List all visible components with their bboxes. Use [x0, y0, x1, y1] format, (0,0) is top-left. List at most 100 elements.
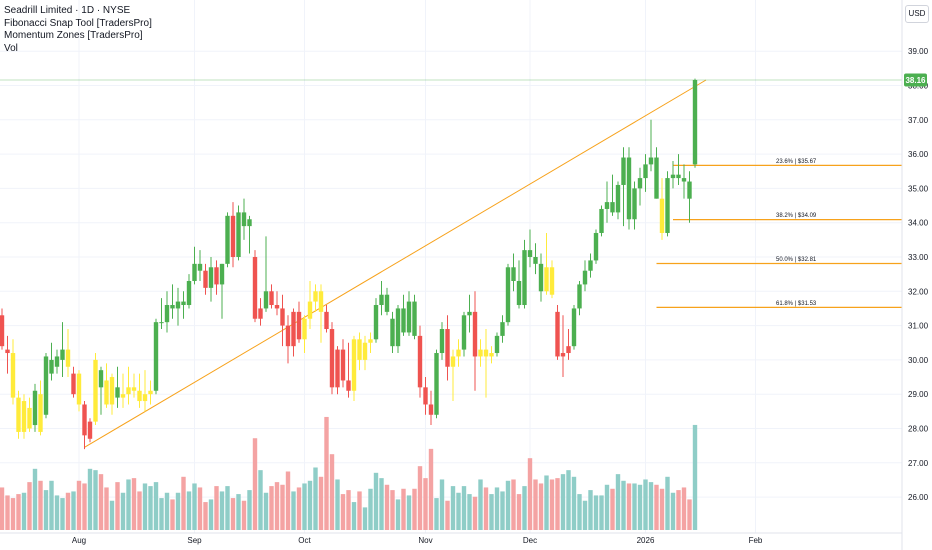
- price-tick-label: 34.00: [908, 219, 929, 228]
- candle-body: [494, 335, 500, 354]
- volume-bar: [98, 474, 104, 530]
- volume-bar: [219, 491, 225, 530]
- volume-bar: [76, 480, 82, 530]
- candle: [346, 342, 351, 398]
- last-price-badge-text: 38.16: [905, 76, 926, 85]
- volume-bar: [676, 490, 681, 530]
- volume-bar: [175, 492, 181, 530]
- candle-body: [280, 308, 285, 326]
- candle-body: [659, 198, 665, 233]
- candle-body: [219, 263, 225, 285]
- volume-bar: [434, 498, 439, 530]
- candle-body: [241, 212, 247, 227]
- axes: [0, 0, 903, 550]
- volume-bar: [692, 424, 698, 530]
- candle: [533, 243, 538, 275]
- volume-bar: [670, 492, 676, 530]
- candle: [494, 332, 500, 357]
- candle: [439, 322, 445, 360]
- volume-bar: [109, 500, 115, 530]
- volume-bar: [373, 472, 379, 530]
- candle: [109, 373, 115, 415]
- candle: [566, 329, 571, 360]
- volume-bar: [599, 495, 604, 530]
- volume-bar: [351, 502, 357, 530]
- legend-indicator-fibonacci[interactable]: Fibonacci Snap Tool [TradersPro]: [4, 17, 152, 29]
- candle-body: [16, 397, 21, 432]
- candle-body: [555, 311, 560, 357]
- volume-bar: [148, 486, 153, 530]
- candle-body: [236, 212, 241, 257]
- candle-body: [692, 80, 698, 165]
- last-price-badge: 38.16: [904, 73, 927, 87]
- candle-body: [148, 390, 153, 395]
- candle: [296, 301, 302, 343]
- candle-body: [170, 305, 175, 309]
- candle-body: [527, 250, 533, 257]
- candle: [10, 339, 16, 405]
- candle-body: [610, 202, 615, 213]
- candle: [340, 339, 346, 388]
- candlesticks: [0, 78, 698, 450]
- candle-body: [505, 267, 511, 323]
- volume-bar: [153, 482, 159, 530]
- candle: [654, 147, 659, 199]
- candle: [676, 154, 681, 185]
- volume-bar: [43, 490, 49, 530]
- candle-body: [43, 356, 49, 415]
- candle: [692, 78, 698, 168]
- candle: [71, 366, 76, 398]
- candle-body: [324, 311, 329, 330]
- candle-body: [368, 339, 373, 343]
- volume-bar: [71, 491, 76, 530]
- candle-body: [670, 174, 676, 179]
- candle: [643, 154, 648, 192]
- volume-bar: [626, 483, 632, 530]
- legend-symbol[interactable]: Seadrill Limited · 1D · NYSE: [4, 5, 131, 16]
- volume-bar: [82, 483, 87, 530]
- candle: [137, 373, 142, 408]
- volume-bar: [291, 491, 296, 530]
- candle-body: [654, 157, 659, 199]
- candle: [687, 171, 692, 223]
- candle-body: [643, 164, 648, 179]
- candle: [274, 291, 280, 316]
- volume-bar: [566, 470, 571, 530]
- candle: [38, 380, 43, 436]
- last-price-badge-bg: [904, 73, 927, 87]
- volume-bar: [214, 486, 219, 530]
- candle: [423, 377, 428, 415]
- candle-body: [687, 181, 692, 199]
- candle: [522, 239, 527, 309]
- candle-body: [214, 267, 219, 285]
- candle-body: [131, 387, 137, 391]
- volume-bar: [27, 482, 32, 530]
- candle-body: [164, 305, 170, 323]
- candle: [104, 363, 109, 408]
- volume-bar: [489, 494, 494, 530]
- candle: [648, 119, 654, 172]
- time-tick-label: 2026: [637, 536, 655, 545]
- candle-body: [467, 311, 472, 316]
- volume-bar: [247, 490, 252, 530]
- candle-body: [335, 349, 340, 388]
- volume-bar: [302, 483, 307, 530]
- candle-body: [533, 256, 538, 264]
- volume-bar: [340, 494, 346, 530]
- volume-bar: [478, 479, 483, 530]
- volume-bar: [384, 484, 390, 530]
- candle-body: [346, 380, 351, 391]
- price-tick-label: 33.00: [908, 253, 929, 262]
- volume-bar: [104, 487, 109, 530]
- volume-bar: [637, 484, 643, 530]
- candle: [241, 198, 247, 240]
- price-tick-label: 32.00: [908, 287, 929, 296]
- currency-selector[interactable]: USD: [905, 5, 929, 23]
- volume-bar: [401, 488, 406, 530]
- legend-indicator-momentum[interactable]: Momentum Zones [TradersPro]: [4, 30, 143, 42]
- candle: [98, 366, 104, 415]
- candle: [544, 232, 549, 295]
- legend-indicator-volume[interactable]: Vol: [4, 42, 18, 54]
- fib-level-label: 23.6% | $35.67: [776, 159, 817, 165]
